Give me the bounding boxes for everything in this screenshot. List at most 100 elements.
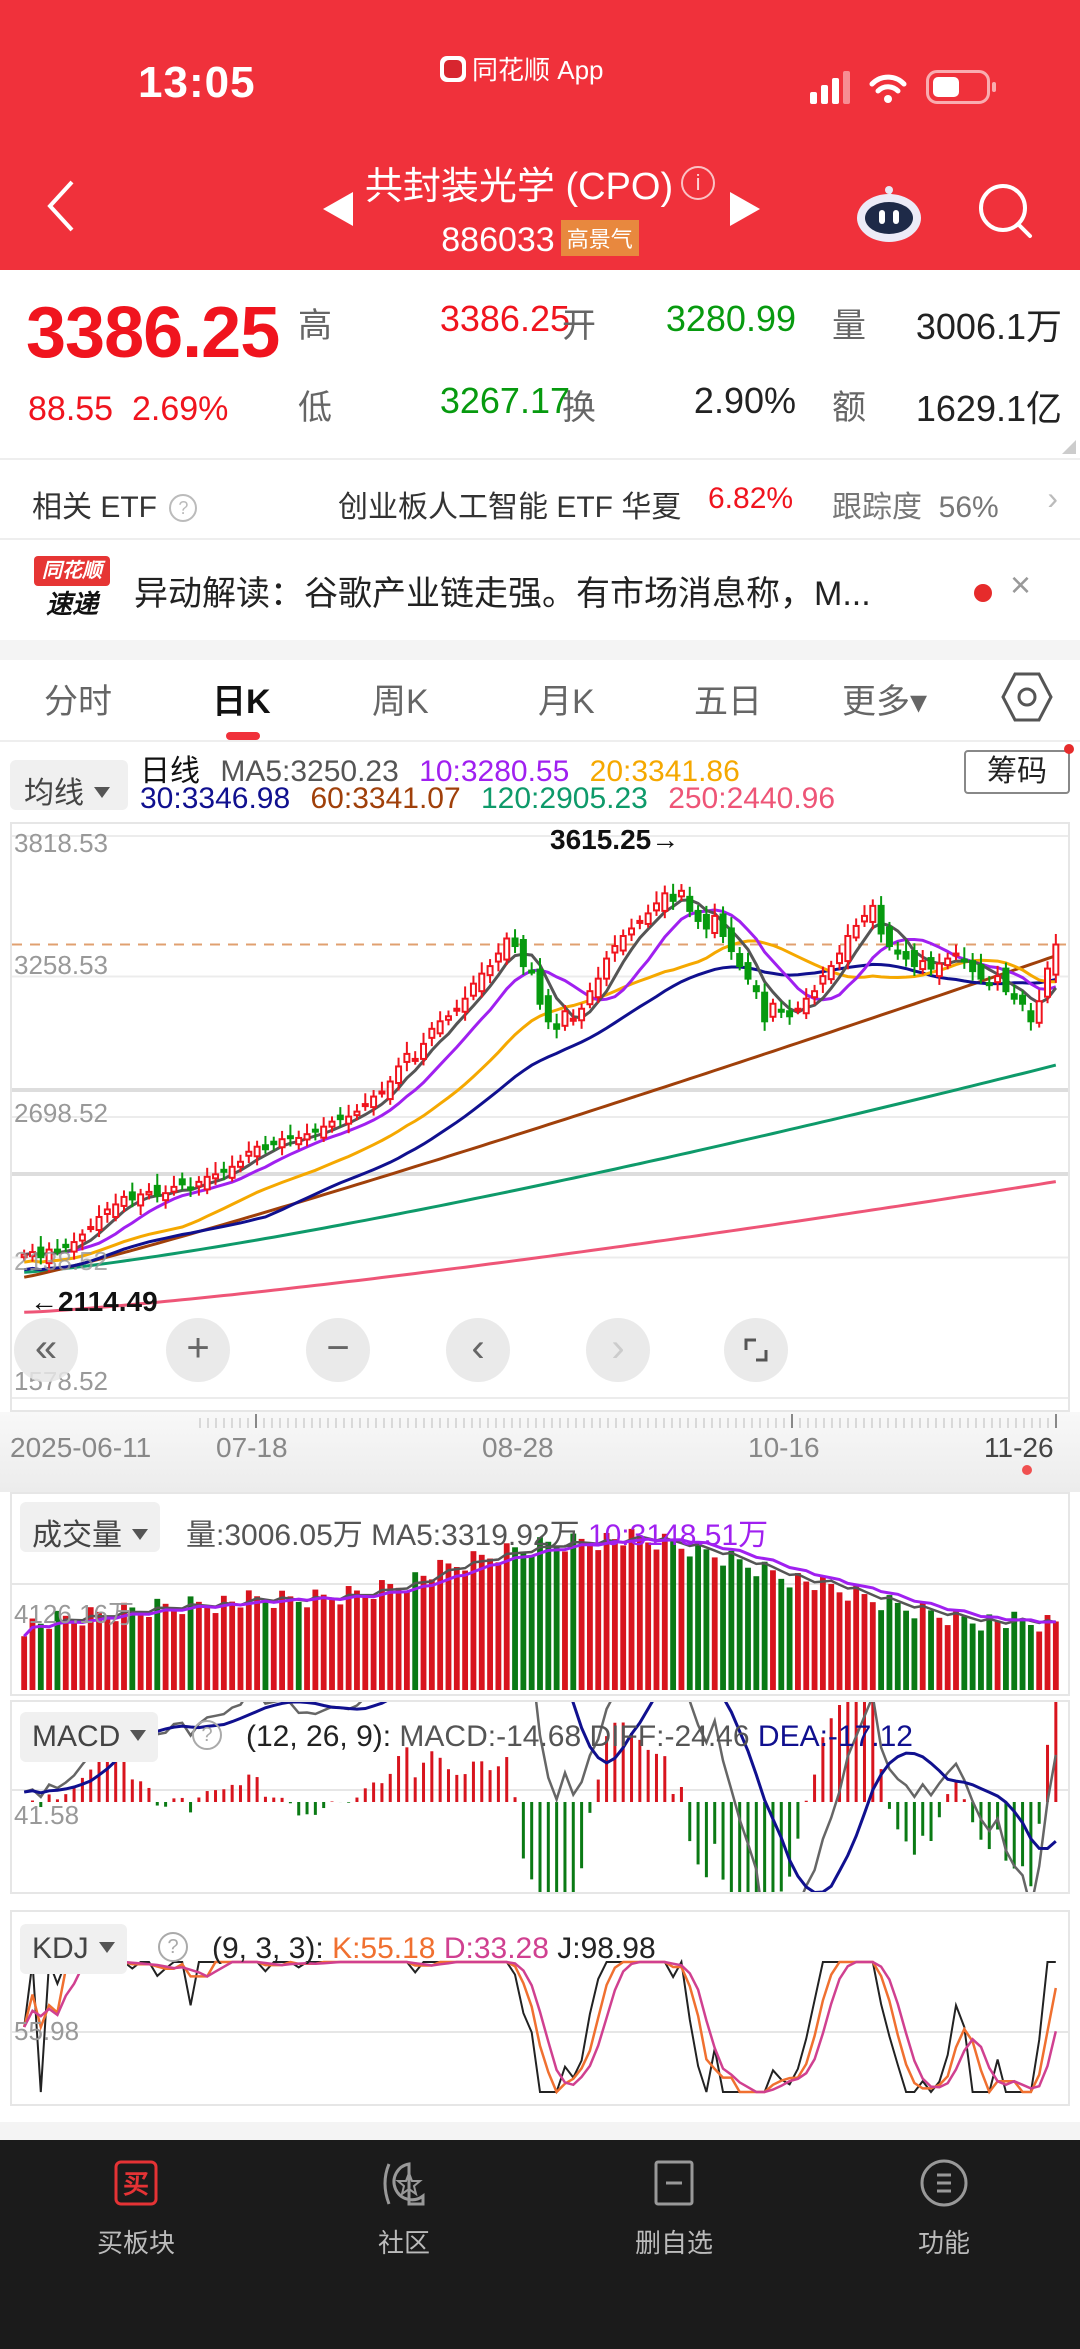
svg-text:买: 买 [123, 2170, 149, 2200]
tab-monthly-k[interactable]: 月K [538, 683, 595, 721]
sector-tag-badge: 高景气 [560, 220, 639, 256]
etf-name: 创业板人工智能 ETF 华夏 [338, 491, 682, 524]
zoom-in-button[interactable]: + [166, 1318, 230, 1382]
status-app-name: 同花顺 App [472, 55, 604, 85]
jump-to-start-button[interactable]: « [14, 1318, 78, 1382]
ma10-value: 10:3280.55 [419, 755, 570, 788]
fullscreen-icon [744, 1338, 768, 1362]
status-icons [810, 70, 996, 104]
next-sector-icon[interactable] [730, 192, 760, 226]
volume-y-label: 4126.16万 [14, 1599, 134, 1629]
low-label: 低 [298, 389, 332, 427]
status-time: 13:05 [138, 58, 256, 107]
zoom-out-button[interactable]: − [306, 1318, 370, 1382]
prev-sector-icon[interactable] [323, 192, 353, 226]
robot-assistant-icon[interactable] [855, 182, 923, 244]
help-icon[interactable]: ? [169, 494, 198, 522]
ma5-value: MA5:3250.23 [220, 755, 399, 788]
chevron-right-icon: › [1047, 480, 1058, 516]
kline-canvas[interactable] [12, 824, 1068, 1410]
high-value: 3386.25 [439, 298, 570, 339]
notification-dot-icon [1064, 744, 1074, 754]
dropdown-arrow-icon [98, 1942, 115, 1953]
buy-sector-button[interactable]: 买 买板块 [36, 2158, 236, 2260]
dropdown-arrow-icon [130, 1730, 147, 1741]
x-axis-label: 08-28 [482, 1432, 554, 1463]
remove-watchlist-button[interactable]: 删自选 [574, 2158, 774, 2260]
buy-icon: 买 [114, 2160, 158, 2206]
sector-name: 共封装光学 (CPO) [364, 166, 674, 208]
low-marker-label: ←2114.49 [30, 1286, 158, 1317]
sector-code: 886033 [441, 221, 555, 259]
x-axis-label: 07-18 [216, 1432, 288, 1463]
indicator-selector-volume[interactable]: 成交量 [20, 1502, 160, 1552]
scroll-left-button[interactable]: ‹ [446, 1318, 510, 1382]
tab-more[interactable]: 更多▾ [842, 683, 928, 721]
dropdown-arrow-icon [94, 787, 110, 798]
search-icon[interactable] [976, 182, 1036, 242]
menu-icon [920, 2159, 968, 2207]
functions-button[interactable]: 功能 [844, 2158, 1044, 2260]
quote-panel: 3386.25 88.55 2.69% 高 3386.25 开 3280.99 … [0, 270, 1080, 458]
tab-intraday[interactable]: 分时 [44, 683, 112, 721]
tab-five-day[interactable]: 五日 [694, 683, 762, 721]
community-button[interactable]: 社区 [304, 2158, 504, 2260]
high-marker-label: 3615.25→ [550, 824, 680, 855]
time-axis[interactable] [0, 1412, 1080, 1492]
time-axis-ticks [199, 1414, 1057, 1428]
macd-legend: (12, 26, 9): MACD:-14.68 DIFF:-24.46 DEA… [246, 1720, 913, 1753]
close-icon[interactable]: × [1010, 564, 1032, 605]
scroll-right-button[interactable]: › [586, 1318, 650, 1382]
turnover-label: 换 [562, 389, 596, 427]
indicator-selector-macd[interactable]: MACD [20, 1712, 159, 1762]
wifi-icon [869, 74, 907, 103]
period-label: 日线 [140, 755, 200, 788]
help-icon[interactable]: ? [192, 1720, 222, 1750]
indicator-selector-ma[interactable]: 均线 [10, 760, 128, 810]
etf-label: 相关 ETF ? [32, 482, 198, 526]
ma250-value: 250:2440.96 [668, 782, 836, 815]
related-etf-row[interactable]: 相关 ETF ? 创业板人工智能 ETF 华夏 6.82% 跟踪度 56% › [0, 458, 1080, 540]
dropdown-arrow-icon [132, 1529, 148, 1540]
moving-average-legend: 均线 日线 MA5:3250.23 10:3280.55 20:3341.86 … [0, 742, 1080, 822]
chart-settings-icon[interactable] [1000, 670, 1054, 724]
tab-weekly-k[interactable]: 周K [372, 683, 429, 721]
change-value: 88.55 [28, 390, 114, 428]
indicator-selector-kdj[interactable]: KDJ [20, 1924, 127, 1974]
chip-distribution-button[interactable]: 筹码 [964, 750, 1070, 794]
back-icon[interactable] [40, 176, 84, 236]
open-label: 开 [562, 307, 596, 345]
y-axis-label: 3258.53 [14, 950, 108, 980]
kdj-legend: (9, 3, 3): K:55.18 D:33.28 J:98.98 [212, 1932, 656, 1965]
news-logo-icon: 同花顺 速递 [34, 556, 110, 624]
page-title: 共封装光学 (CPO) i [364, 155, 716, 210]
fullscreen-button[interactable] [724, 1318, 788, 1382]
unread-dot-icon [974, 584, 992, 602]
help-icon[interactable]: ? [158, 1932, 188, 1962]
tab-daily-k[interactable]: 日K [212, 683, 271, 721]
x-axis-label: 2025-06-11 [10, 1432, 152, 1463]
kdj-panel[interactable] [10, 1910, 1070, 2106]
volume-value: 3006.1万 [915, 306, 1062, 347]
volume-label: 量 [832, 307, 866, 345]
volume-panel[interactable] [10, 1492, 1070, 1696]
volume-canvas [12, 1528, 1068, 1690]
battery-icon [926, 70, 996, 104]
open-value: 3280.99 [665, 298, 796, 339]
y-axis-label: 2138.52 [14, 1246, 108, 1276]
news-flash-row[interactable]: 同花顺 速递 异动解读：谷歌产业链走强。有市场消息称，M... × [0, 540, 1080, 640]
ma30-value: 30:3346.98 [140, 782, 291, 815]
kline-chart[interactable] [10, 822, 1070, 1412]
section-divider [0, 2122, 1080, 2140]
news-headline[interactable]: 异动解读：谷歌产业链走强。有市场消息称，M... [134, 575, 871, 613]
x-axis-label: 11-26 [984, 1432, 1054, 1463]
expand-corner-icon[interactable] [1062, 440, 1076, 454]
price-change: 88.55 2.69% [28, 390, 228, 429]
info-icon[interactable]: i [681, 165, 716, 200]
last-price: 3386.25 [26, 293, 280, 373]
community-icon [383, 2162, 425, 2206]
status-app-indicator[interactable]: 同花顺 App [440, 50, 604, 87]
kdj-y-label: 55.98 [14, 2016, 80, 2046]
etf-tracking: 跟踪度 56% [832, 491, 999, 524]
amount-label: 额 [832, 389, 866, 427]
